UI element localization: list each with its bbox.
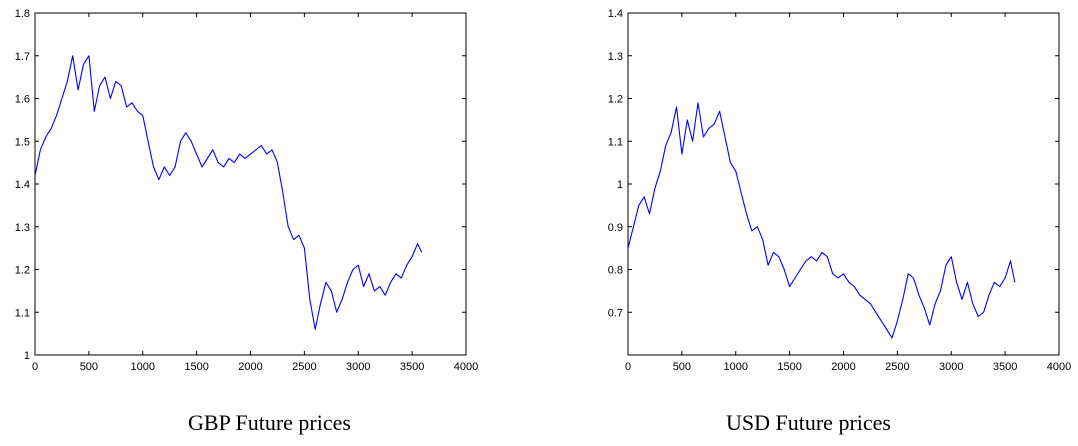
gbp-y-tick-label: 1.3	[15, 222, 30, 234]
usd-price-chart: 0 500 1000 1500 2000 2500 3000 3500 4000 0.7 0.8 0.…	[608, 8, 1072, 373]
usd-y-tick-label: 0.7	[608, 307, 623, 319]
gbp-chart-caption: GBP Future prices	[188, 410, 351, 435]
usd-y-tick-label: 1.4	[608, 8, 623, 20]
usd-y-tick-label: 0.9	[608, 222, 623, 234]
gbp-y-tick-label: 1.7	[15, 51, 30, 63]
gbp-x-tick-label: 1000	[131, 361, 155, 373]
gbp-x-tick-label: 500	[80, 361, 98, 373]
usd-x-tick-label: 3000	[939, 361, 963, 373]
gbp-y-tick-label: 1.6	[15, 94, 30, 106]
gbp-chart-panel: 0 500 1000 1500 2000 2500 3000 3500 4000 1 1.1 1.2 1…	[15, 8, 479, 435]
usd-x-tick-label: 500	[673, 361, 691, 373]
gbp-y-tick-label: 1.4	[15, 179, 30, 191]
usd-x-tick-label: 1500	[777, 361, 801, 373]
usd-x-tick-label: 0	[625, 361, 631, 373]
gbp-axes-box	[34, 12, 467, 356]
gbp-x-tick-label: 4000	[454, 361, 478, 373]
usd-y-tick-label: 1.3	[608, 51, 623, 63]
usd-y-tick-label: 1.1	[608, 136, 623, 148]
gbp-x-tick-label: 2500	[292, 361, 316, 373]
gbp-y-tick-label: 1.5	[15, 136, 30, 148]
gbp-x-tick-label: 3000	[346, 361, 370, 373]
gbp-y-tick-label: 1.1	[15, 307, 30, 319]
gbp-y-tick-label: 1.2	[15, 265, 30, 277]
gbp-y-tick-label: 1.8	[15, 8, 30, 20]
usd-x-tick-label: 3500	[993, 361, 1017, 373]
usd-x-tick-label: 1000	[724, 361, 748, 373]
usd-axes-box	[627, 12, 1060, 356]
usd-y-tick-label: 1.2	[608, 94, 623, 106]
gbp-x-tick-label: 1500	[184, 361, 208, 373]
usd-price-line	[627, 102, 1016, 339]
gbp-x-tick-label: 0	[32, 361, 38, 373]
usd-chart-caption: USD Future prices	[726, 410, 891, 435]
usd-chart-panel: 0 500 1000 1500 2000 2500 3000 3500 4000 0.7 0.8 0.…	[539, 0, 1078, 446]
gbp-price-chart: 0 500 1000 1500 2000 2500 3000 3500 4000 1 1.1 1.2 1…	[15, 8, 479, 373]
usd-x-tick-label: 2000	[831, 361, 855, 373]
gbp-x-tick-label: 2000	[238, 361, 262, 373]
usd-x-tick-label: 4000	[1047, 361, 1071, 373]
usd-x-tick-label: 2500	[885, 361, 909, 373]
usd-y-tick-label: 1	[617, 179, 623, 191]
gbp-price-line	[34, 55, 423, 330]
gbp-x-tick-label: 3500	[400, 361, 424, 373]
usd-y-tick-label: 0.8	[608, 265, 623, 277]
gbp-y-tick-label: 1	[24, 350, 30, 362]
